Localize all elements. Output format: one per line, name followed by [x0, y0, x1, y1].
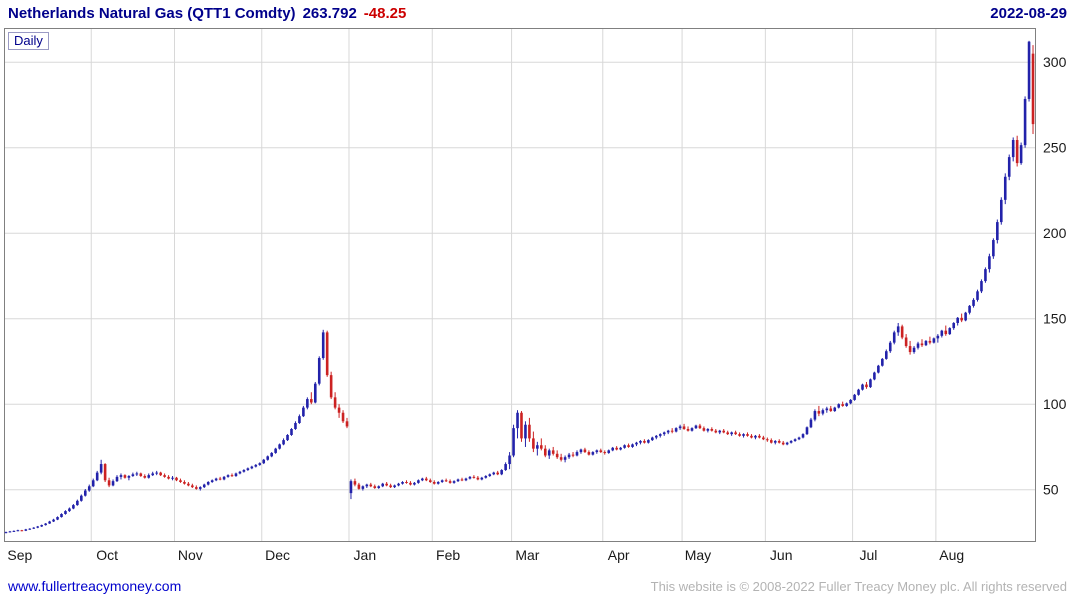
svg-text:250: 250 — [1043, 140, 1067, 156]
chart-header: Netherlands Natural Gas (QTT1 Comdty) 263… — [0, 0, 1075, 28]
svg-text:Sep: Sep — [7, 547, 32, 563]
svg-text:200: 200 — [1043, 225, 1067, 241]
price-change: -48.25 — [363, 5, 407, 22]
svg-text:50: 50 — [1043, 482, 1059, 498]
last-price: 263.792 — [302, 5, 357, 22]
candlestick-svg[interactable]: 50 100 150 200 250 300 Sep Oct Nov Dec Jan Feb Mar Ap… — [4, 28, 1071, 570]
frequency-badge[interactable]: Daily — [8, 32, 49, 50]
website-link[interactable]: www.fullertreacymoney.com — [8, 578, 182, 594]
svg-text:Oct: Oct — [96, 547, 118, 563]
svg-text:Apr: Apr — [608, 547, 630, 563]
copyright-text: This website is © 2008-2022 Fuller Treac… — [650, 578, 1067, 594]
title-group: Netherlands Natural Gas (QTT1 Comdty) 263… — [8, 5, 406, 22]
chart-date: 2022-08-29 — [990, 5, 1067, 22]
svg-text:Jan: Jan — [354, 547, 377, 563]
page-footer: www.fullertreacymoney.com This website i… — [0, 572, 1075, 600]
svg-text:Nov: Nov — [178, 547, 203, 563]
svg-text:Aug: Aug — [939, 547, 964, 563]
svg-text:Jun: Jun — [770, 547, 793, 563]
svg-text:May: May — [685, 547, 711, 563]
svg-text:300: 300 — [1043, 54, 1067, 70]
instrument-title: Netherlands Natural Gas (QTT1 Comdty) — [8, 5, 296, 22]
svg-text:Feb: Feb — [436, 547, 460, 563]
svg-text:100: 100 — [1043, 396, 1067, 412]
svg-text:150: 150 — [1043, 311, 1067, 327]
svg-text:Mar: Mar — [515, 547, 539, 563]
price-chart[interactable]: 50 100 150 200 250 300 Sep Oct Nov Dec Jan Feb Mar Ap… — [0, 28, 1075, 570]
svg-text:Dec: Dec — [265, 547, 290, 563]
svg-text:Jul: Jul — [860, 547, 878, 563]
